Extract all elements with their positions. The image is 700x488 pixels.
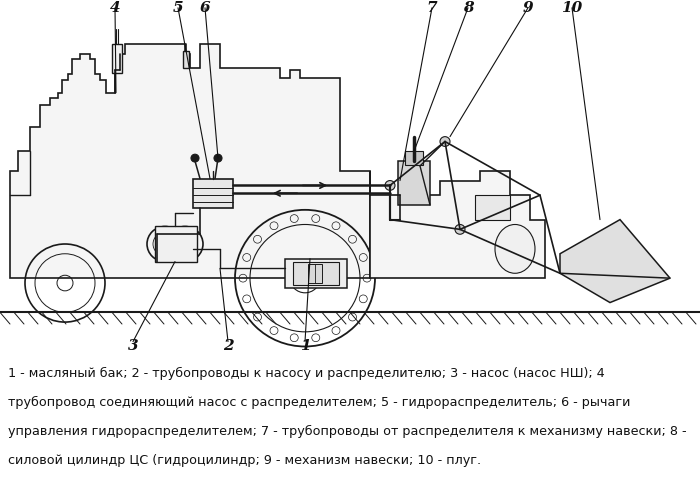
Text: 7: 7 [427,1,438,15]
Polygon shape [560,220,670,303]
Text: силовой цилиндр ЦС (гидроцилиндр; 9 - механизм навески; 10 - плуг.: силовой цилиндр ЦС (гидроцилиндр; 9 - ме… [8,454,482,467]
Text: управления гидрораспределителем; 7 - трубопроводы от распределителя к механизму : управления гидрораспределителем; 7 - тру… [8,425,687,438]
Circle shape [191,154,199,162]
Circle shape [440,137,450,146]
Bar [183,51,189,68]
Text: 6: 6 [199,1,210,15]
Bar [285,259,347,288]
Text: 9: 9 [523,1,533,15]
Bar [398,161,430,205]
Polygon shape [370,171,545,278]
Bar [308,264,322,283]
Text: 2: 2 [223,340,233,353]
Text: 10: 10 [561,1,582,15]
Text: 4: 4 [110,1,120,15]
Bar [155,226,197,262]
Bar [475,195,510,220]
Circle shape [214,154,222,162]
Bar [293,262,339,285]
Text: 1 - масляный бак; 2 - трубопроводы к насосу и распределителю; 3 - насос (насос Н: 1 - масляный бак; 2 - трубопроводы к нас… [8,367,605,380]
Bar [193,179,233,208]
Polygon shape [10,44,370,278]
Text: 3: 3 [127,340,139,353]
Circle shape [385,181,395,190]
Text: 8: 8 [463,1,473,15]
Circle shape [455,224,465,234]
Bar [405,151,423,165]
Text: 1: 1 [300,340,310,353]
Bar [112,44,122,73]
Text: 5: 5 [173,1,183,15]
Text: трубопровод соединяющий насос с распределителем; 5 - гидрораспределитель; 6 - ры: трубопровод соединяющий насос с распреде… [8,396,631,409]
Ellipse shape [495,224,535,273]
